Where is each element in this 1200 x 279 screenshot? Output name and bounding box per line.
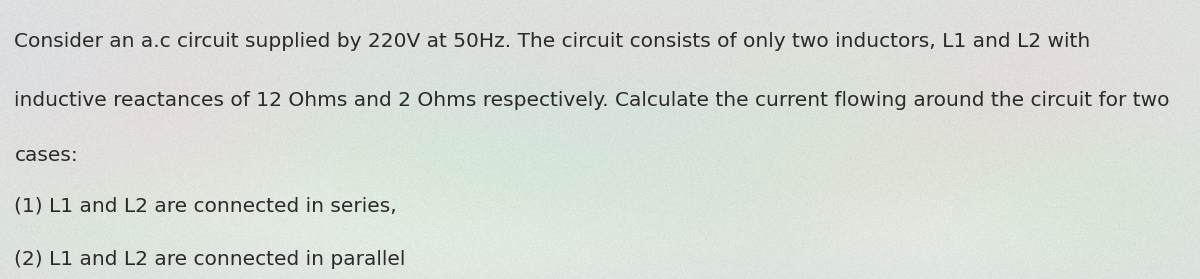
Text: Consider an a.c circuit supplied by 220V at 50Hz. The circuit consists of only t: Consider an a.c circuit supplied by 220V… [14,32,1091,51]
Text: inductive reactances of 12 Ohms and 2 Ohms respectively. Calculate the current f: inductive reactances of 12 Ohms and 2 Oh… [14,91,1170,110]
Text: cases:: cases: [14,146,78,165]
Text: (2) L1 and L2 are connected in parallel: (2) L1 and L2 are connected in parallel [14,250,406,269]
Text: (1) L1 and L2 are connected in series,: (1) L1 and L2 are connected in series, [14,197,397,216]
